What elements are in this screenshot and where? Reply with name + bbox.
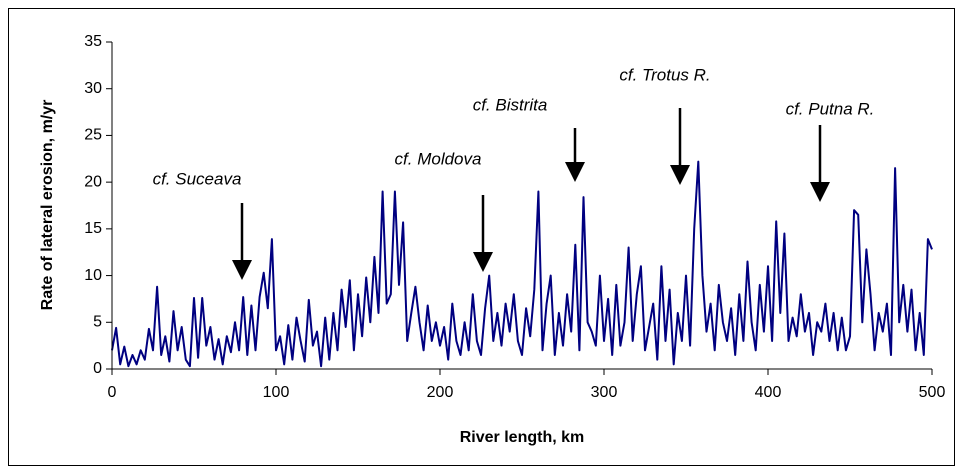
annotation: cf. Moldova [395, 149, 482, 168]
y-tick-label: 15 [84, 220, 102, 237]
annotation: cf. Trotus R. [619, 65, 710, 84]
y-tick-label: 10 [84, 267, 102, 284]
annotation: cf. Suceava [153, 169, 242, 188]
x-axis-title: River length, km [460, 429, 584, 446]
annotation: cf. Putna R. [786, 99, 875, 118]
x-tick-label: 200 [427, 384, 454, 401]
x-tick-label: 400 [755, 384, 782, 401]
y-tick-label: 30 [84, 80, 102, 97]
x-tick-label: 0 [108, 384, 117, 401]
data-line [111, 160, 933, 368]
y-tick-label: 35 [84, 33, 102, 50]
annotation-arrow-head [565, 162, 585, 182]
y-tick-label: 0 [93, 360, 102, 377]
y-tick-label: 25 [84, 127, 102, 144]
y-axis-title: Rate of lateral erosion, m/yr [39, 100, 56, 311]
x-tick-label: 100 [263, 384, 290, 401]
chart-border [8, 8, 955, 466]
annotation-arrow-head [473, 252, 493, 272]
x-tick-label: 300 [591, 384, 618, 401]
annotation-arrow-head [810, 182, 830, 202]
annotation-arrow-head [232, 260, 252, 280]
x-tick-label: 500 [919, 384, 946, 401]
y-tick-label: 20 [84, 173, 102, 190]
annotation-arrow-head [670, 165, 690, 185]
annotation: cf. Bistrita [473, 95, 548, 114]
y-tick-label: 5 [93, 314, 102, 331]
